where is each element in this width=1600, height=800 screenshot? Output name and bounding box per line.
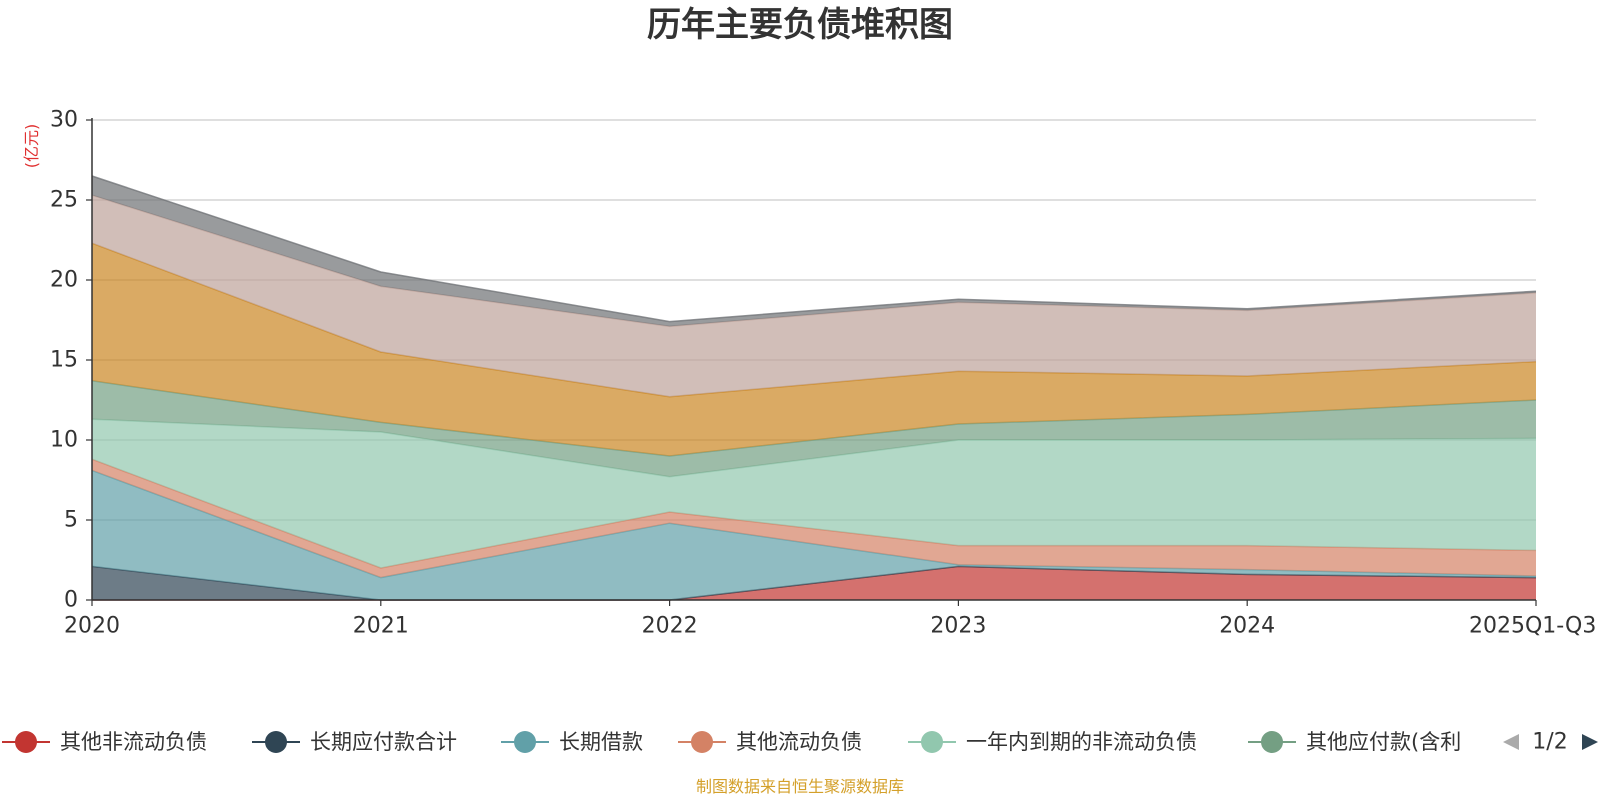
x-tick-label: 2024 [1219,614,1275,639]
legend-circle-icon [921,731,943,753]
x-tick-label: 2020 [64,614,120,639]
y-tick-label: 30 [50,108,78,133]
legend-item-1[interactable]: 长期应付款合计 [252,730,457,754]
legend-item-0[interactable]: 其他非流动负债 [2,730,207,754]
area-series-group[interactable] [91,175,1537,601]
legend-prev-page-icon[interactable] [1503,734,1519,750]
x-tick-label: 2023 [930,614,986,639]
y-tick-label: 20 [50,268,78,293]
legend-pager: 1/2 [1503,730,1598,755]
legend-circle-icon [265,731,287,753]
legend-label: 长期借款 [559,730,643,754]
legend-label: 其他流动负债 [736,730,862,754]
area-series-8[interactable] [92,176,1536,327]
area-series-2[interactable] [92,470,1536,600]
area-series-6[interactable] [92,243,1536,456]
x-tick-label: 2021 [353,614,409,639]
legend-circle-icon [691,731,713,753]
x-tick-label: 2022 [642,614,698,639]
legend-label: 其他非流动负债 [60,730,207,754]
y-axis-unit-label: (亿元) [22,124,41,169]
y-tick-label: 15 [50,348,78,373]
legend-label: 长期应付款合计 [310,730,457,754]
chart-title: 历年主要负债堆积图 [647,5,953,45]
area-series-3[interactable] [92,459,1536,578]
legend-label: 一年内到期的非流动负债 [966,730,1197,754]
area-series-5[interactable] [92,380,1536,477]
y-axis-ticks: 0 5 10 15 20 25 30 [50,108,92,613]
y-tick-label: 5 [64,508,78,533]
area-series-4[interactable] [92,419,1536,568]
area-series-1[interactable] [92,566,1536,600]
legend-item-3[interactable]: 其他流动负债 [678,730,862,754]
legend-circle-icon [1261,731,1283,753]
x-axis-ticks: 2020 2021 2022 2023 2024 2025Q1-Q3 [64,600,1596,639]
legend-item-5[interactable]: 其他应付款(含利 [1248,730,1461,754]
legend-item-4[interactable]: 一年内到期的非流动负债 [908,730,1197,754]
data-source-note: 制图数据来自恒生聚源数据库 [696,777,904,796]
y-tick-label: 25 [50,188,78,213]
y-tick-label: 0 [64,588,78,613]
legend-page-indicator: 1/2 [1532,730,1567,755]
y-tick-label: 10 [50,428,78,453]
x-tick-label: 2025Q1-Q3 [1469,614,1596,639]
legend-next-page-icon[interactable] [1582,734,1598,750]
area-series-7[interactable] [92,195,1536,397]
legend-label: 其他应付款(含利 [1306,730,1461,754]
legend-circle-icon [514,731,536,753]
area-series-line-8 [91,175,1537,323]
legend[interactable]: 其他非流动负债 长期应付款合计 长期借款 其他流动负债 一年内到期的非流动负债 其他应付款… [2,730,1461,754]
legend-item-2[interactable]: 长期借款 [501,730,643,754]
legend-circle-icon [15,731,37,753]
